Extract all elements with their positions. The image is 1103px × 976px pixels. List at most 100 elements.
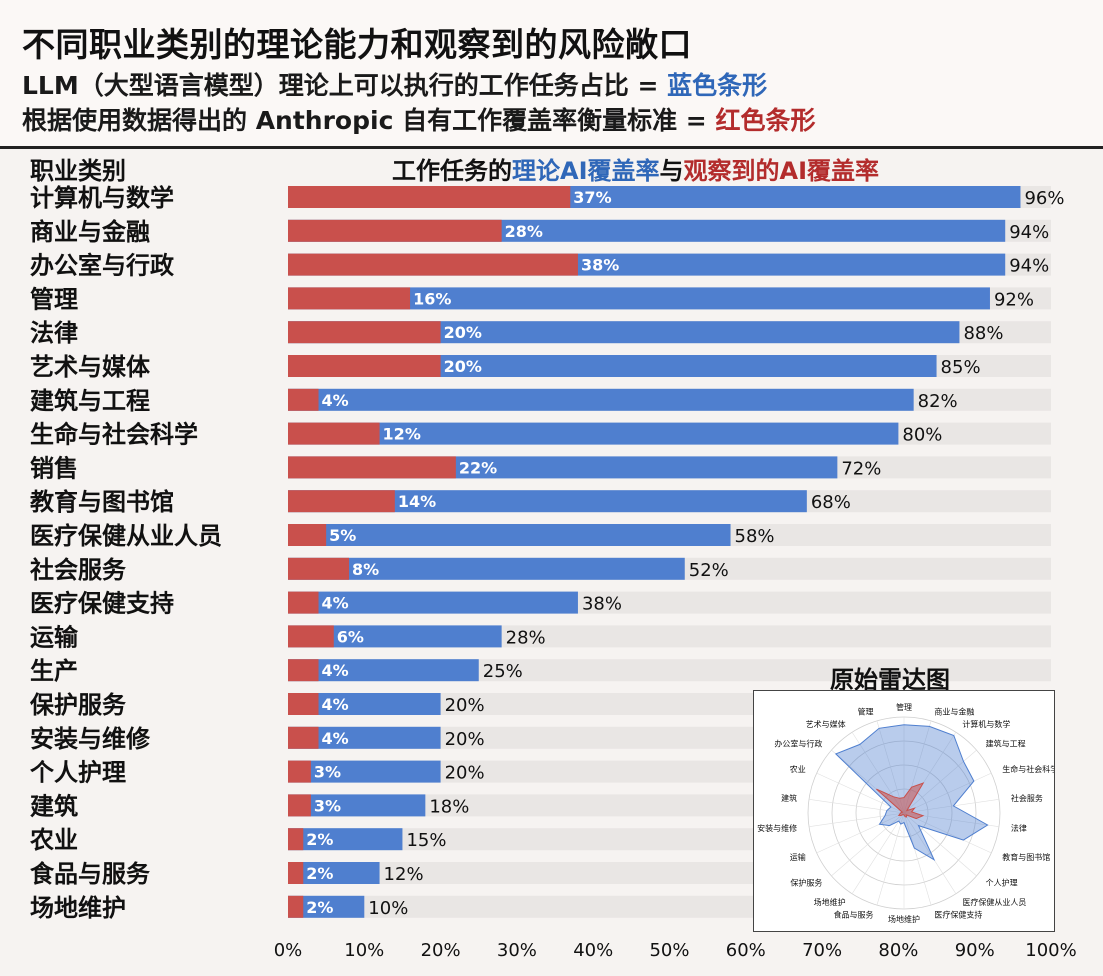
observed-value-label: 20% (444, 323, 482, 342)
theoretical-value-label: 58% (735, 526, 775, 547)
radar-spoke (831, 812, 905, 877)
theoretical-value-label: 68% (811, 492, 851, 513)
chart-title-observed: 观察到的AI覆盖率 (683, 157, 880, 185)
radar-spoke (903, 799, 1000, 814)
radar-axis-label: 场地维护 (814, 897, 846, 907)
bar-observed (288, 422, 380, 445)
category-label: 社会服务 (30, 556, 127, 584)
theoretical-value-label: 92% (994, 289, 1034, 310)
theoretical-value-label: 80% (902, 425, 942, 446)
x-tick-label: 90% (955, 940, 995, 961)
theoretical-value-label: 88% (963, 323, 1003, 344)
subtitle-theoretical-text: LLM（大型语言模型）理论上可以执行的工作任务占比 = (22, 71, 668, 100)
theoretical-value-label: 38% (582, 594, 622, 615)
category-label: 办公室与行政 (30, 252, 174, 280)
bar-observed (288, 794, 311, 817)
header: 不同职业类别的理论能力和观察到的风险敞口 LLM（大型语言模型）理论上可以执行的… (0, 0, 1103, 149)
observed-value-label: 3% (314, 796, 341, 815)
radar-axis-label: 建筑 (781, 793, 797, 803)
bar-theoretical (288, 490, 807, 513)
bar-observed (288, 591, 319, 614)
category-label: 商业与金融 (30, 218, 150, 246)
radar-axis-label: 建筑与工程 (986, 739, 1026, 749)
category-label: 医疗保健支持 (30, 590, 174, 618)
observed-value-label: 28% (505, 222, 543, 241)
radar-axis-label: 法律 (1011, 823, 1027, 833)
radar-spoke (808, 812, 905, 827)
radar-spoke (816, 772, 905, 814)
chart-title-part1: 工作任务的 (392, 157, 512, 185)
category-label: 教育与图书馆 (30, 488, 174, 516)
legend-red-bars: 红色条形 (715, 106, 816, 135)
bar-observed (288, 895, 304, 918)
radar-spoke (851, 812, 905, 894)
bar-theoretical (288, 659, 479, 682)
observed-value-label: 20% (444, 357, 482, 376)
bar-observed (288, 625, 334, 648)
radar-axis-label: 医疗保健从业人员 (962, 897, 1026, 907)
category-label: 法律 (30, 319, 78, 347)
theoretical-value-label: 15% (406, 830, 446, 851)
x-tick-label: 80% (878, 940, 918, 961)
bar-theoretical (288, 625, 502, 648)
category-label: 保护服务 (29, 691, 127, 719)
theoretical-value-label: 85% (941, 357, 981, 378)
x-tick-label: 40% (573, 940, 613, 961)
bar-theoretical (288, 760, 441, 783)
category-label: 农业 (29, 826, 78, 854)
radar-spoke (903, 772, 992, 814)
radar-axis-label: 安装与维修 (757, 823, 797, 833)
bar-observed (288, 253, 578, 276)
observed-value-label: 5% (329, 526, 356, 545)
category-label: 医疗保健从业人员 (30, 522, 222, 550)
x-tick-label: 0% (274, 940, 303, 961)
category-label: 生命与社会科学 (30, 421, 198, 449)
bar-observed (288, 524, 327, 546)
category-label: 个人护理 (30, 759, 126, 787)
radar-spoke (903, 812, 977, 877)
observed-value-label: 14% (398, 492, 436, 511)
bar-theoretical (288, 321, 960, 344)
theoretical-value-label: 10% (368, 898, 408, 919)
category-label: 建筑与工程 (30, 387, 150, 415)
radar-chart: 管理 商业与金融计算机与数学建筑与工程生命与社会科学社会服务法律教育与图书馆个人护… (757, 702, 1058, 924)
theoretical-value-label: 12% (384, 864, 424, 885)
observed-value-label: 4% (322, 391, 349, 410)
radar-spoke (903, 749, 977, 814)
bar-observed (288, 355, 441, 377)
bar-observed (288, 321, 441, 344)
radar-inset: 管理 商业与金融 计算机与数学 建筑与工程 生命与社会科学 社会服务 法律 教育与图书馆 个人护… (753, 690, 1058, 932)
radar-axis-label: 计算机与数学 (962, 719, 1010, 729)
radar-axis-label: 教育与图书馆 (1002, 852, 1050, 862)
radar-spoke (816, 812, 905, 854)
observed-value-label: 6% (337, 627, 364, 646)
bar-observed (288, 693, 319, 715)
category-label: 销售 (30, 454, 78, 482)
observed-value-label: 2% (306, 864, 333, 883)
observed-value-label: 12% (383, 425, 421, 444)
observed-value-label: 4% (322, 594, 349, 613)
theoretical-value-label: 94% (1009, 222, 1049, 243)
subtitle-theoretical: LLM（大型语言模型）理论上可以执行的工作任务占比 = 蓝色条形 (22, 66, 767, 102)
observed-value-label: 8% (352, 560, 379, 579)
bar-observed (288, 760, 311, 783)
chart-title: 工作任务的理论AI覆盖率与观察到的AI覆盖率 (392, 151, 879, 186)
theoretical-value-label: 20% (445, 729, 485, 750)
observed-value-label: 4% (322, 661, 349, 680)
bar-observed (288, 862, 304, 884)
bar-observed (288, 456, 456, 479)
radar-axis-label: 场地维护 (888, 914, 920, 924)
radar-axis-label: 保护服务 (790, 877, 822, 887)
theoretical-value-label: 82% (918, 391, 958, 412)
theoretical-value-label: 20% (445, 695, 485, 716)
radar-spoke (876, 720, 905, 814)
category-label: 安装与维修 (30, 725, 151, 753)
radar-axis-label: 医疗保健支持 (934, 910, 982, 920)
category-label: 艺术与媒体 (30, 353, 151, 381)
bar-theoretical (288, 591, 578, 614)
bar-observed (288, 490, 395, 513)
chart-title-theoretical: 理论AI覆盖率 (512, 157, 660, 185)
subtitle-observed-text: 根据使用数据得出的 Anthropic 自有工作覆盖率衡量标准 = (22, 106, 716, 135)
bar-theoretical (288, 726, 441, 749)
radar-observed-area (876, 782, 925, 820)
